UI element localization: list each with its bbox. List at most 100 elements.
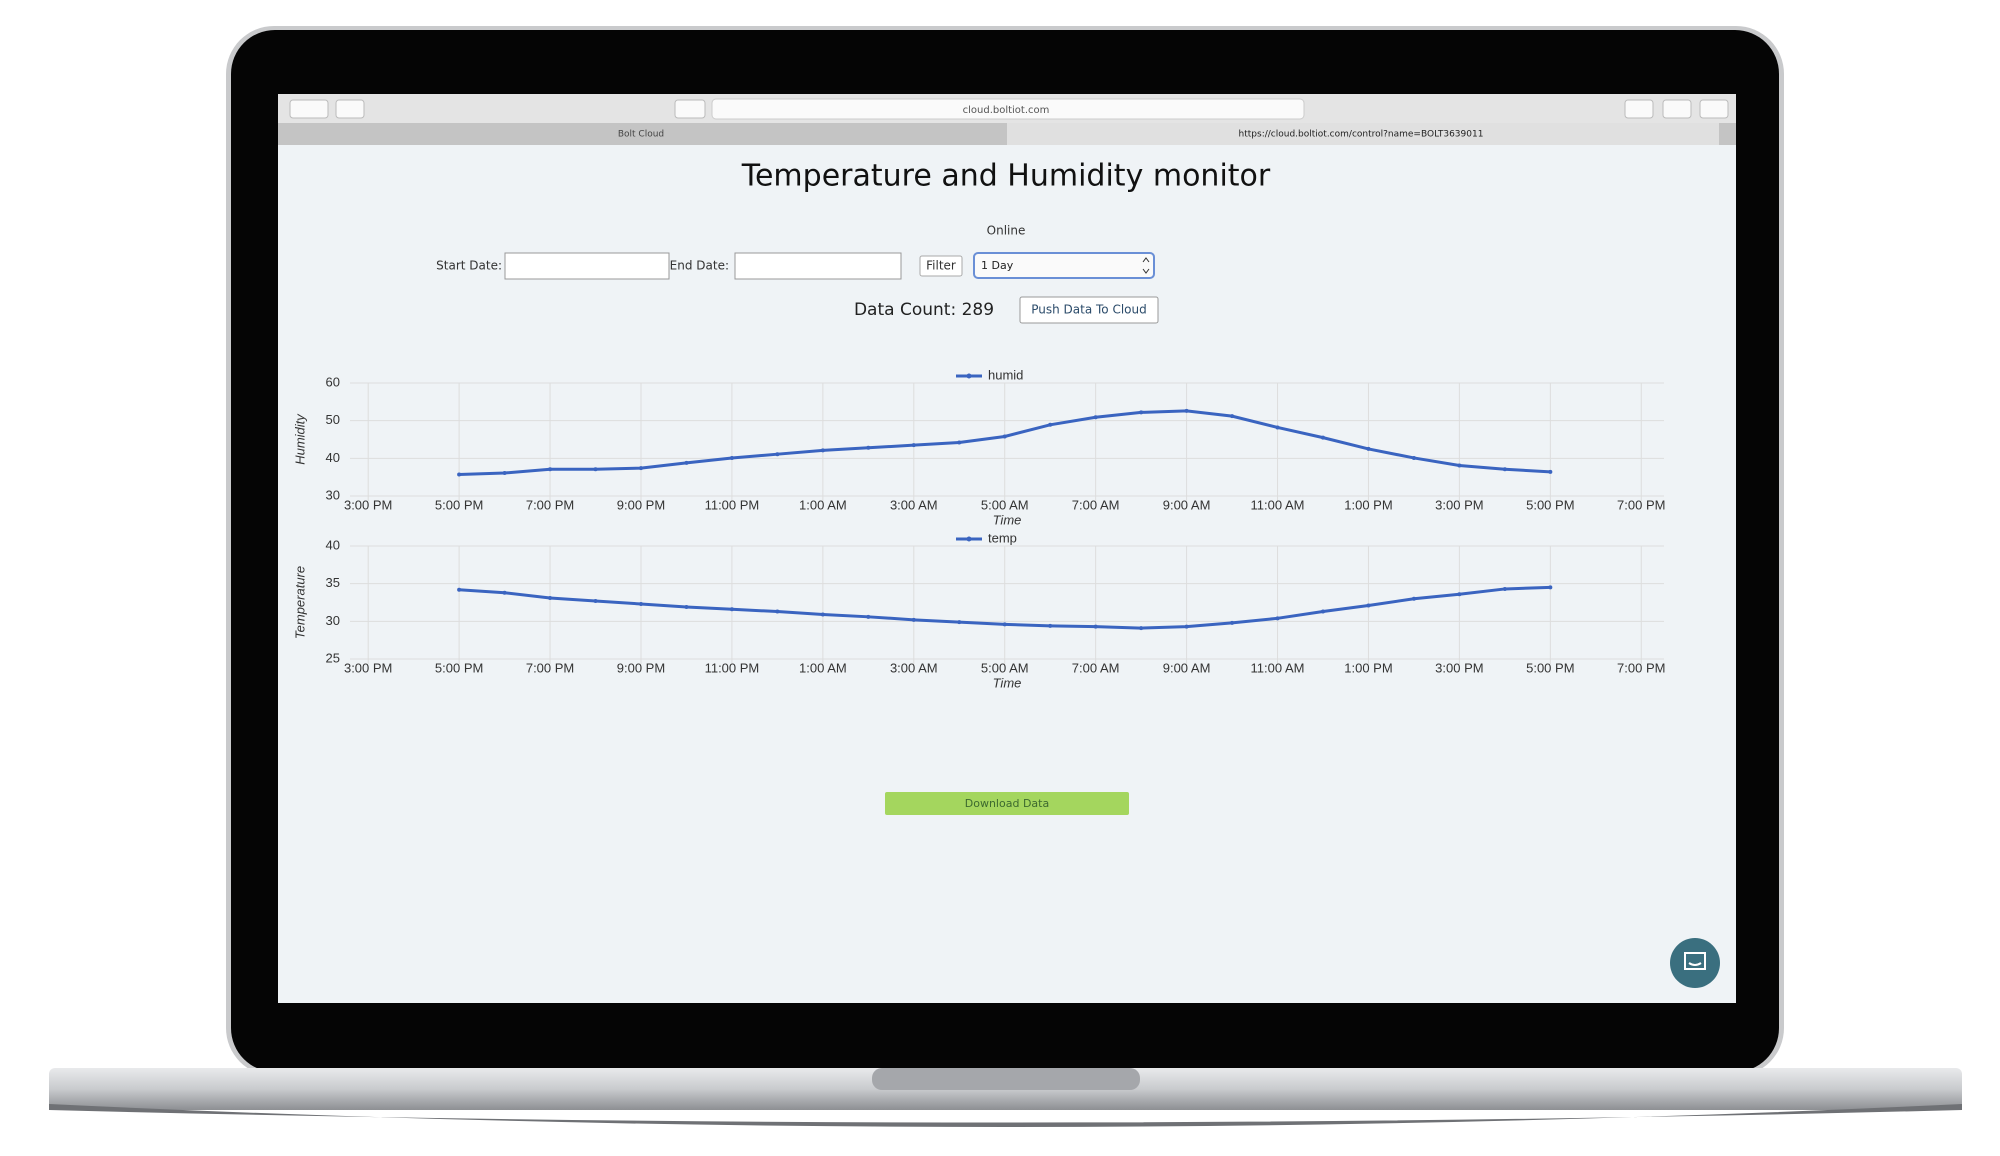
x-tick-label: 1:00 AM (799, 497, 847, 512)
point (1457, 463, 1462, 468)
nav-buttons[interactable] (289, 99, 329, 119)
x-tick-label: 9:00 PM (617, 497, 665, 512)
point (502, 471, 507, 476)
y-tick-label: 50 (326, 412, 340, 427)
base-edge (49, 1104, 1962, 1127)
share-icon[interactable] (1662, 99, 1692, 119)
point (1048, 422, 1053, 427)
point (820, 612, 825, 617)
x-tick-label: 9:00 AM (1163, 497, 1211, 512)
notch (872, 1068, 1140, 1090)
point (775, 452, 780, 457)
point (1002, 622, 1007, 627)
tab-title: Bolt Cloud (618, 130, 664, 140)
point (548, 467, 553, 472)
point (866, 614, 871, 619)
download-icon[interactable] (1624, 99, 1654, 119)
push-label: Push Data To Cloud (1031, 303, 1147, 317)
charts: 30 40 50 60 3:00 PM 5:00 PM 7:00 PM 9:00 PM 11:0… (292, 367, 1665, 690)
new-tab[interactable] (1719, 123, 1736, 145)
point (957, 440, 962, 445)
legend-label: temp (988, 530, 1017, 545)
privacy-button[interactable] (674, 99, 706, 119)
x-tick-label: 9:00 PM (617, 660, 665, 675)
point (1275, 425, 1280, 430)
point (1048, 623, 1053, 628)
point (1411, 596, 1416, 601)
y-tick-label: 30 (326, 487, 340, 502)
x-tick-label: 7:00 AM (1072, 497, 1120, 512)
x-tick-label: 5:00 PM (1526, 497, 1574, 512)
x-tick-label: 9:00 AM (1163, 660, 1211, 675)
x-tick-label: 11:00 AM (1251, 660, 1305, 675)
point (593, 598, 598, 603)
point (1366, 603, 1371, 608)
x-tick-label: 1:00 AM (799, 660, 847, 675)
y-tick-label: 30 (326, 613, 340, 628)
filter-label: Filter (926, 259, 956, 273)
download-button[interactable] (885, 792, 1129, 815)
point (457, 587, 462, 592)
x-tick-label: 3:00 PM (1435, 660, 1483, 675)
x-tick-label: 3:00 PM (344, 660, 392, 675)
point (1093, 415, 1098, 420)
point (638, 602, 643, 607)
end-input[interactable] (734, 252, 902, 280)
x-tick-label: 7:00 AM (1072, 660, 1120, 675)
download-label: Download Data (965, 797, 1049, 810)
x-tick-label: 5:00 PM (435, 660, 483, 675)
point (457, 472, 462, 477)
start-input[interactable] (504, 252, 670, 280)
point (1366, 446, 1371, 451)
chat-widget[interactable] (1670, 938, 1720, 988)
point (1093, 624, 1098, 629)
point (1184, 408, 1189, 413)
select-arrow (1142, 257, 1150, 274)
point (1275, 616, 1280, 621)
y-tick-label: 40 (326, 450, 340, 465)
legend-label: humid (988, 367, 1023, 382)
tab-active[interactable] (1007, 123, 1719, 145)
y-axis-label: Temperature (292, 566, 307, 639)
point (1320, 609, 1325, 614)
point (593, 467, 598, 472)
x-tick-label: 7:00 PM (526, 497, 574, 512)
point (911, 617, 916, 622)
point (684, 460, 689, 465)
point (684, 605, 689, 610)
tab[interactable] (278, 123, 1007, 145)
chat-icon (1684, 952, 1706, 970)
point (729, 607, 734, 612)
tabs-icon[interactable] (1699, 99, 1729, 119)
y-axis-label: Humidity (292, 413, 307, 465)
range-select[interactable] (973, 252, 1155, 279)
push-button[interactable] (1019, 296, 1159, 324)
point (548, 595, 553, 600)
x-tick-label: 3:00 AM (890, 497, 938, 512)
x-tick-label: 11:00 AM (1251, 497, 1305, 512)
x-tick-label: 3:00 PM (344, 497, 392, 512)
filter-button[interactable] (919, 255, 963, 277)
point (1230, 620, 1235, 625)
y-tick-label: 60 (326, 374, 340, 389)
x-tick-label: 7:00 PM (1617, 660, 1665, 675)
x-tick-label: 1:00 PM (1344, 660, 1392, 675)
screen (278, 94, 1736, 1003)
address-bar[interactable] (711, 98, 1305, 120)
page-title: Temperature and Humidity monitor (741, 159, 1271, 194)
x-tick-label: 3:00 PM (1435, 497, 1483, 512)
point (957, 620, 962, 625)
x-tick-label: 7:00 PM (1617, 497, 1665, 512)
data-count: Data Count: 289 (854, 300, 994, 320)
x-tick-label: 5:00 AM (981, 660, 1029, 675)
sidebar-button[interactable] (335, 99, 365, 119)
point (866, 445, 871, 450)
y-tick-label: 40 (326, 537, 340, 552)
x-axis-label: Time (993, 675, 1022, 690)
point (1320, 435, 1325, 440)
point (1139, 410, 1144, 415)
point (820, 448, 825, 453)
end-label: End Date: (670, 259, 729, 273)
